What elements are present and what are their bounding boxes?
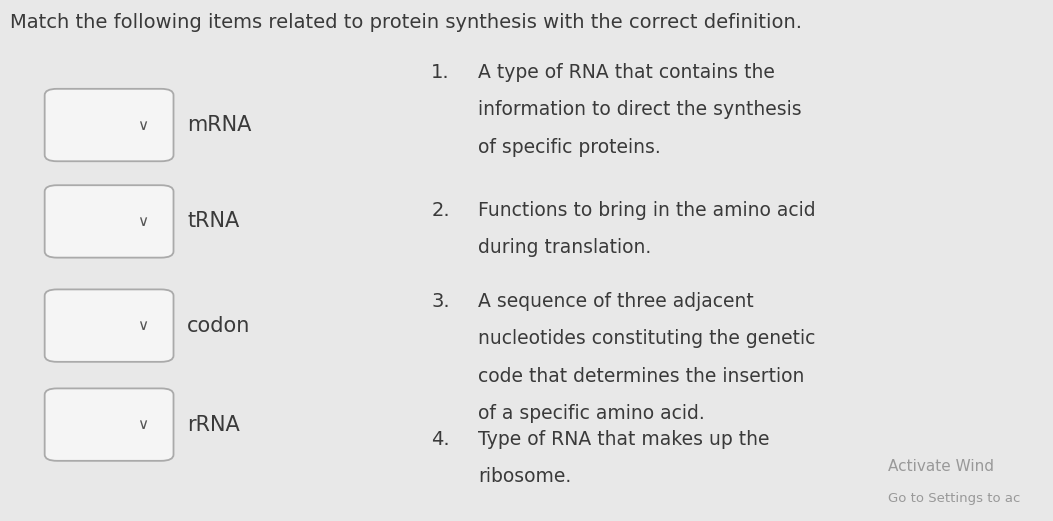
- Text: of specific proteins.: of specific proteins.: [478, 138, 660, 156]
- Text: Match the following items related to protein synthesis with the correct definiti: Match the following items related to pro…: [11, 13, 802, 32]
- Text: A type of RNA that contains the: A type of RNA that contains the: [478, 63, 775, 81]
- Text: 1.: 1.: [431, 63, 450, 81]
- Text: Go to Settings to ac: Go to Settings to ac: [889, 492, 1020, 505]
- Text: codon: codon: [187, 316, 251, 336]
- Text: A sequence of three adjacent: A sequence of three adjacent: [478, 292, 754, 311]
- Text: Functions to bring in the amino acid: Functions to bring in the amino acid: [478, 201, 815, 219]
- Text: ∨: ∨: [137, 118, 147, 132]
- Text: ribosome.: ribosome.: [478, 467, 571, 486]
- Text: tRNA: tRNA: [187, 212, 239, 231]
- FancyBboxPatch shape: [44, 185, 174, 258]
- Text: code that determines the insertion: code that determines the insertion: [478, 367, 804, 386]
- Text: ∨: ∨: [137, 318, 147, 333]
- Text: 2.: 2.: [431, 201, 450, 219]
- Text: information to direct the synthesis: information to direct the synthesis: [478, 100, 801, 119]
- Text: 3.: 3.: [431, 292, 450, 311]
- Text: during translation.: during translation.: [478, 238, 651, 257]
- FancyBboxPatch shape: [44, 89, 174, 162]
- Text: of a specific amino acid.: of a specific amino acid.: [478, 404, 704, 423]
- Text: ∨: ∨: [137, 417, 147, 432]
- Text: mRNA: mRNA: [187, 115, 252, 135]
- Text: rRNA: rRNA: [187, 415, 240, 435]
- Text: 4.: 4.: [431, 430, 450, 449]
- Text: ∨: ∨: [137, 214, 147, 229]
- Text: Activate Wind: Activate Wind: [889, 459, 994, 474]
- Text: nucleotides constituting the genetic: nucleotides constituting the genetic: [478, 329, 815, 348]
- Text: Type of RNA that makes up the: Type of RNA that makes up the: [478, 430, 770, 449]
- FancyBboxPatch shape: [44, 389, 174, 461]
- FancyBboxPatch shape: [44, 290, 174, 362]
